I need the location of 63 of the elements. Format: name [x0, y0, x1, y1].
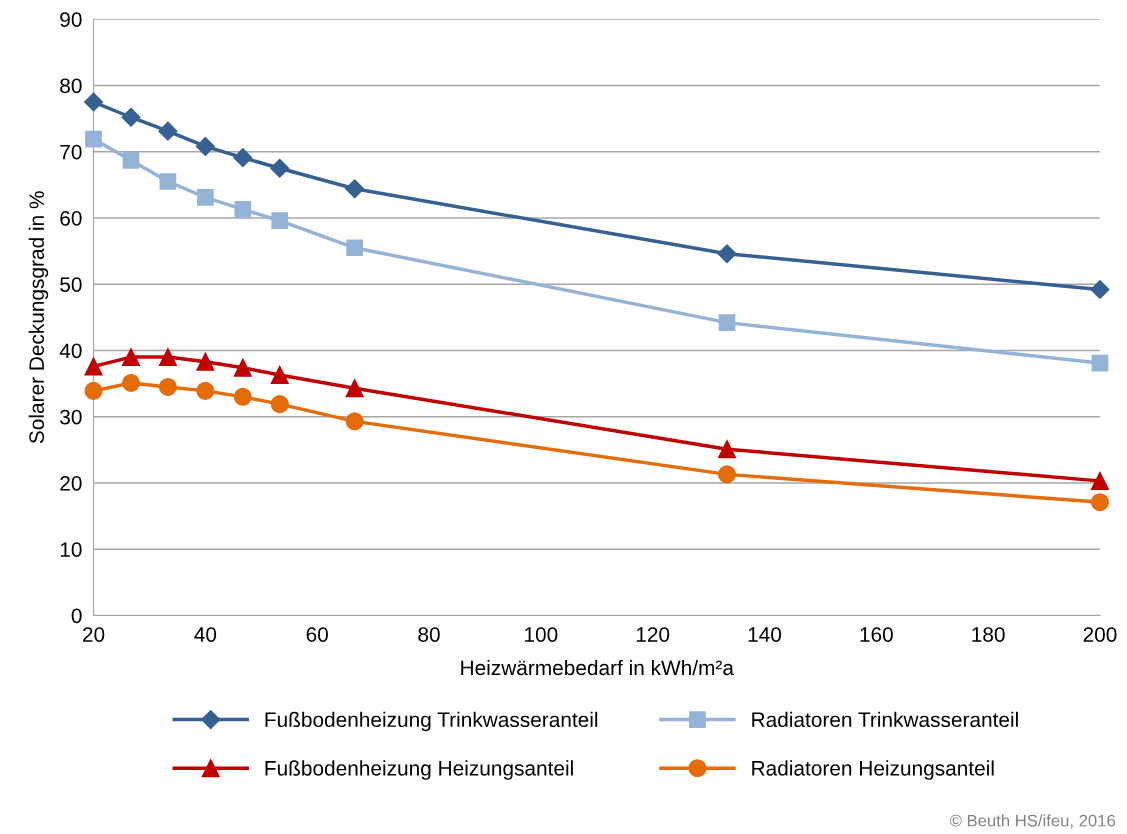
y-tick-label: 50	[60, 277, 82, 292]
point	[158, 377, 177, 396]
point	[1091, 354, 1109, 372]
y-tick-label: 20	[60, 475, 82, 491]
point	[717, 244, 737, 264]
x-tick-label: 120	[636, 627, 670, 642]
point	[270, 395, 289, 414]
x-tick-label: 80	[418, 627, 440, 642]
x-tick-label: 200	[1083, 627, 1117, 642]
y-tick-label: 10	[60, 542, 82, 557]
point	[718, 314, 736, 331]
point	[158, 348, 177, 367]
point	[84, 92, 104, 112]
point	[84, 357, 103, 376]
point	[717, 440, 737, 459]
y-axis-title: Solarer Deckungsgrad in %	[28, 191, 49, 444]
point	[233, 148, 253, 168]
y-tick-label: 70	[60, 144, 82, 160]
point	[346, 239, 363, 257]
legend-label: Fußbodenheizung Heizungsanteil	[265, 760, 573, 780]
point	[121, 348, 141, 367]
point	[84, 381, 103, 400]
point	[197, 189, 214, 206]
point	[196, 381, 215, 400]
y-tick-label: 80	[60, 78, 82, 94]
point	[233, 387, 252, 406]
legend-label: Fußbodenheizung Trinkwasseranteil	[265, 711, 598, 732]
point	[345, 179, 365, 199]
text: © Beuth HS/ifeu, 2016	[949, 814, 1116, 829]
point	[271, 212, 289, 229]
point	[85, 130, 102, 148]
point	[270, 158, 290, 178]
point	[1090, 279, 1110, 300]
x-tick-label: 20	[83, 627, 105, 642]
point	[121, 373, 141, 392]
x-axis-title: Heizwärmebedarf in kWh/m²a	[461, 659, 734, 676]
point	[234, 201, 252, 218]
point	[233, 358, 252, 377]
point	[158, 121, 178, 141]
x-tick-label: 100	[525, 627, 558, 642]
point	[121, 107, 141, 127]
y-tick-label: 0	[71, 608, 82, 624]
point	[1090, 493, 1109, 512]
y-tick-label: 90	[60, 12, 82, 27]
legend-label: Radiatoren Trinkwasseranteil	[752, 711, 1018, 728]
point	[345, 412, 364, 431]
point	[345, 379, 364, 398]
legend-label: Radiatoren Heizungsanteil	[752, 760, 994, 780]
x-tick-label: 140	[748, 627, 782, 642]
x-tick-label: 180	[972, 627, 1005, 642]
point	[1090, 471, 1109, 491]
x-tick-label: 160	[860, 627, 893, 642]
y-tick-label: 40	[59, 343, 82, 359]
x-tick-label: 60	[306, 627, 328, 642]
x-tick-label: 40	[194, 627, 217, 642]
point	[159, 173, 177, 190]
y-tick-label: 30	[60, 409, 82, 425]
point	[195, 136, 215, 156]
point	[717, 465, 737, 484]
point	[270, 365, 289, 385]
point	[122, 151, 140, 169]
y-tick-label: 60	[60, 210, 82, 226]
point	[196, 352, 215, 371]
